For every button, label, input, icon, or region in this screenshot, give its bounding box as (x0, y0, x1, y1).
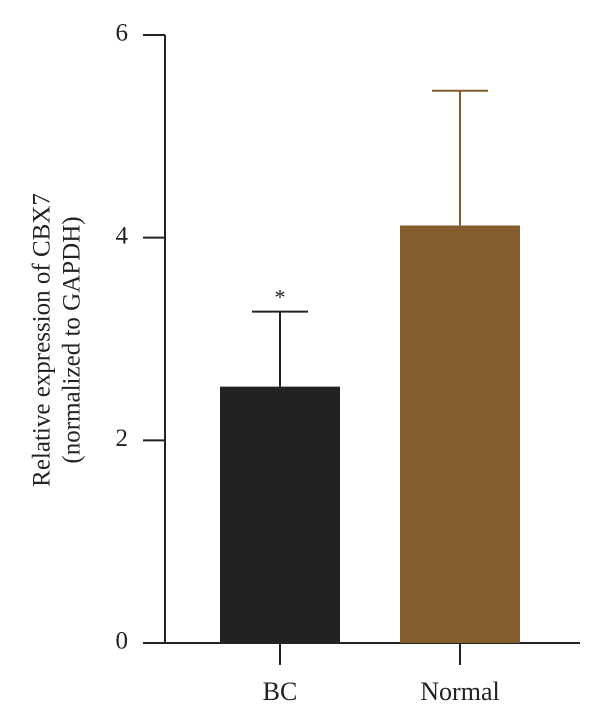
y-tick-label: 2 (116, 425, 129, 452)
y-tick-label: 6 (116, 20, 129, 47)
y-axis-title-line: Relative expression of CBX7 (29, 193, 56, 487)
bar (220, 386, 340, 643)
y-tick-label: 0 (116, 628, 129, 655)
x-tick-label: BC (263, 677, 298, 706)
bar (400, 225, 520, 644)
x-tick-label: Normal (420, 677, 499, 706)
y-axis-title: Relative expression of CBX7 (normalized … (29, 193, 86, 487)
y-tick-label: 4 (116, 222, 129, 249)
y-axis-title-line: (normalized to GAPDH) (59, 216, 86, 463)
significance-marker: * (275, 285, 286, 310)
